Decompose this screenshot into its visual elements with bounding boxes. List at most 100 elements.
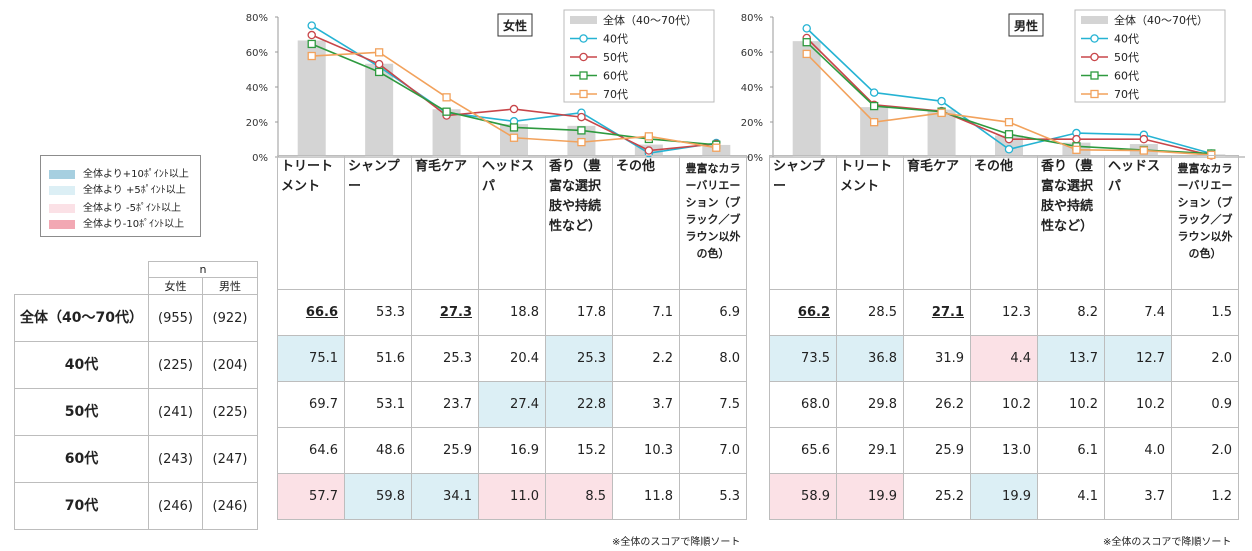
legend-marker bbox=[1090, 89, 1099, 99]
highlight-legend-label: 全体より +5ﾎﾟｲﾝﾄ以上 bbox=[83, 185, 186, 196]
highlight-legend-label: 全体より-10ﾎﾟｲﾝﾄ以上 bbox=[83, 219, 185, 230]
male-n: (204) bbox=[201, 341, 259, 389]
value-cell: 10.2 bbox=[1104, 381, 1172, 428]
table-row: 68.0 29.8 26.2 10.2 10.2 10.2 0.9 bbox=[769, 381, 1239, 428]
female-data-table: トリートメント シャンプー 育毛ケア ヘッドスパ 香り（豊富な選択肢や持続性など） その他… bbox=[277, 155, 747, 520]
value-cell: 28.5 bbox=[836, 289, 904, 336]
sort-note-male: ※全体のスコアで降順ソート bbox=[1103, 537, 1232, 548]
legend-label: 60代 bbox=[603, 70, 628, 83]
value-cell: 13.7 bbox=[1037, 335, 1105, 382]
category-header: 育毛ケア bbox=[411, 155, 479, 290]
series-point bbox=[374, 59, 384, 69]
series-point bbox=[1139, 134, 1149, 144]
female-n: (241) bbox=[148, 388, 203, 436]
series-point bbox=[802, 49, 811, 59]
value-cell: 11.0 bbox=[478, 473, 546, 520]
value-cell: 25.9 bbox=[411, 427, 479, 474]
value-cell: 4.1 bbox=[1037, 473, 1105, 520]
value-cell: 29.1 bbox=[836, 427, 904, 474]
overall-bar bbox=[365, 63, 394, 157]
value-cell: 75.1 bbox=[277, 335, 345, 382]
value-cell: 0.9 bbox=[1171, 381, 1239, 428]
y-tick-label: 0% bbox=[747, 153, 763, 164]
y-tick-label: 0% bbox=[252, 153, 268, 164]
category-header: その他 bbox=[612, 155, 680, 290]
value-cell: 8.0 bbox=[679, 335, 747, 382]
value-cell: 26.2 bbox=[903, 381, 971, 428]
series-point bbox=[307, 51, 316, 61]
table-row: 58.9 19.9 25.2 19.9 4.1 3.7 1.2 bbox=[769, 473, 1239, 520]
legend-swatch bbox=[570, 16, 597, 24]
value-cell: 29.8 bbox=[836, 381, 904, 428]
minus5-swatch bbox=[49, 204, 75, 213]
row-label: 70代 bbox=[14, 482, 149, 530]
row-label: 全体（40～70代） bbox=[14, 294, 149, 342]
legend-label: 60代 bbox=[1114, 70, 1139, 83]
table-row: 65.6 29.1 25.9 13.0 6.1 4.0 2.0 bbox=[769, 427, 1239, 474]
table-row: 66.6 53.3 27.3 18.8 17.8 7.1 6.9 bbox=[277, 289, 747, 336]
value-cell: 17.8 bbox=[545, 289, 613, 336]
row-label: 50代 bbox=[14, 388, 149, 436]
value-cell: 66.2 bbox=[769, 289, 837, 336]
highlight-legend-label: 全体より+10ﾎﾟｲﾝﾄ以上 bbox=[83, 169, 189, 180]
value-cell: 3.7 bbox=[612, 381, 680, 428]
female-n: (225) bbox=[148, 341, 203, 389]
series-point bbox=[644, 146, 654, 155]
series-point bbox=[802, 38, 811, 47]
value-cell: 12.3 bbox=[970, 289, 1038, 336]
legend-marker bbox=[579, 52, 588, 62]
legend-swatch bbox=[1081, 16, 1108, 24]
value-cell: 31.9 bbox=[903, 335, 971, 382]
value-cell: 18.8 bbox=[478, 289, 546, 336]
y-tick-label: 80% bbox=[246, 13, 268, 24]
value-cell: 2.0 bbox=[1171, 335, 1239, 382]
value-cell: 1.2 bbox=[1171, 473, 1239, 520]
value-cell: 25.3 bbox=[545, 335, 613, 382]
legend-label: 70代 bbox=[1114, 88, 1139, 101]
series-point bbox=[937, 108, 946, 118]
value-cell: 10.2 bbox=[1037, 381, 1105, 428]
series-point bbox=[442, 93, 451, 102]
male-n-header: 男性 bbox=[201, 277, 259, 295]
y-tick-label: 20% bbox=[741, 118, 763, 129]
category-header: トリートメント bbox=[836, 155, 904, 290]
chart-title: 男性 bbox=[1014, 18, 1038, 33]
series-point bbox=[869, 101, 879, 111]
value-cell: 25.3 bbox=[411, 335, 479, 382]
male-n: (922) bbox=[201, 294, 259, 342]
row-label: 60代 bbox=[14, 435, 149, 483]
legend-label: 50代 bbox=[1114, 51, 1139, 64]
chart-title-box bbox=[497, 13, 533, 37]
value-cell: 4.0 bbox=[1104, 427, 1172, 474]
series-point bbox=[1072, 134, 1081, 144]
category-header: ヘッドスパ bbox=[478, 155, 546, 290]
value-cell: 8.2 bbox=[1037, 289, 1105, 336]
series-point bbox=[1004, 118, 1014, 127]
value-cell: 25.2 bbox=[903, 473, 971, 520]
highlight-legend-item: 全体より -5ﾎﾟｲﾝﾄ以上 bbox=[49, 202, 199, 215]
value-cell: 16.9 bbox=[478, 427, 546, 474]
category-header: トリートメント bbox=[277, 155, 345, 290]
value-cell: 19.9 bbox=[836, 473, 904, 520]
legend-marker bbox=[1090, 71, 1099, 80]
value-cell: 68.0 bbox=[769, 381, 837, 428]
plus10-swatch bbox=[49, 170, 75, 179]
value-cell: 27.3 bbox=[411, 289, 479, 336]
sort-note-female: ※全体のスコアで降順ソート bbox=[612, 537, 741, 548]
value-cell: 53.1 bbox=[344, 381, 412, 428]
category-header: シャンプー bbox=[344, 155, 412, 290]
series-point bbox=[869, 118, 879, 127]
female-n-header: 女性 bbox=[148, 277, 203, 295]
value-cell: 65.6 bbox=[769, 427, 837, 474]
category-header: シャンプー bbox=[769, 155, 837, 290]
legend-marker bbox=[579, 34, 588, 43]
overall-bar bbox=[860, 107, 889, 157]
series-point bbox=[577, 126, 586, 135]
value-cell: 10.3 bbox=[612, 427, 680, 474]
male-n: (247) bbox=[201, 435, 259, 483]
value-cell: 5.3 bbox=[679, 473, 747, 520]
value-cell: 7.4 bbox=[1104, 289, 1172, 336]
table-row: 73.5 36.8 31.9 4.4 13.7 12.7 2.0 bbox=[769, 335, 1239, 382]
highlight-legend: 全体より+10ﾎﾟｲﾝﾄ以上 全体より +5ﾎﾟｲﾝﾄ以上 全体より -5ﾎﾟｲ… bbox=[40, 155, 201, 237]
series-point bbox=[509, 123, 519, 132]
